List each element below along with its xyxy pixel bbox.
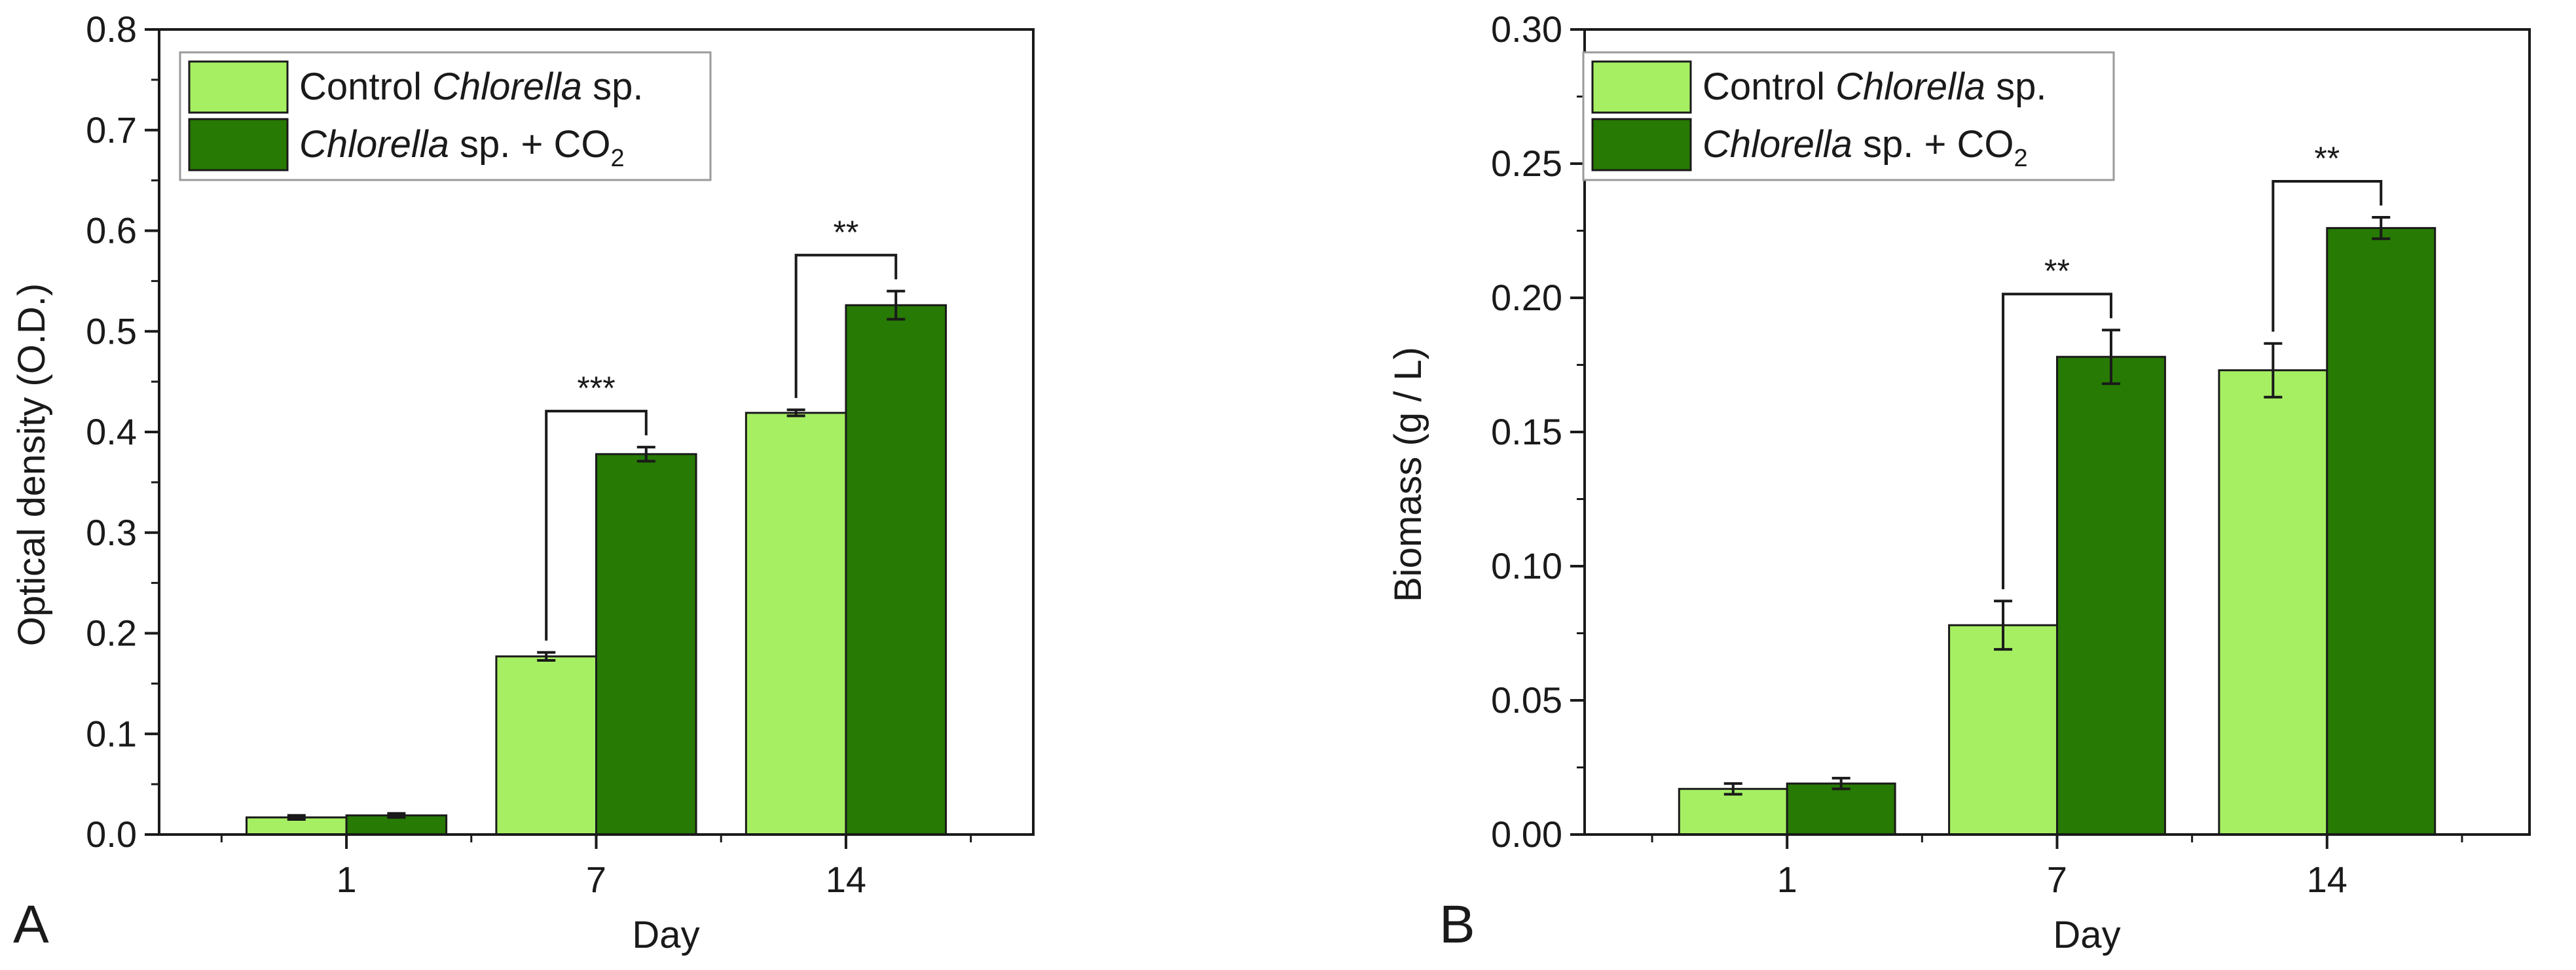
- y-tick-label: 0.8: [86, 9, 137, 50]
- y-tick-label: 0.30: [1491, 9, 1562, 50]
- significance-label: **: [833, 214, 858, 251]
- y-axis-label-a: Optical density (O.D.): [10, 283, 53, 646]
- legend-label-co2-a: Chlorella sp. + CO2: [299, 123, 625, 172]
- x-tick-label: 1: [336, 859, 356, 900]
- x-axis-label-b: Day: [2053, 914, 2120, 956]
- x-tick-label: 7: [2047, 859, 2067, 900]
- significance-bracket: [2272, 180, 2383, 332]
- legend-label-control-b: Control Chlorella sp.: [1702, 65, 2046, 108]
- significance-label: **: [2314, 140, 2340, 177]
- y-tick-label: 0.6: [86, 210, 137, 251]
- bar-co2-day-7: [595, 453, 697, 836]
- bar-control-day-1: [1678, 787, 1788, 836]
- legend-label-control-a: Control Chlorella sp.: [299, 65, 643, 108]
- y-tick-label: 0.05: [1491, 679, 1562, 721]
- legend-swatch-control-a: [188, 60, 289, 114]
- bars-b: [1678, 216, 2437, 836]
- legend-swatch-co2-b: [1591, 118, 1692, 171]
- bar-co2-day-14: [845, 304, 948, 836]
- y-tick-label: 0.7: [86, 109, 137, 151]
- y-tick-label: 0.25: [1491, 143, 1562, 184]
- legend-label-co2-b: Chlorella sp. + CO2: [1702, 123, 2028, 172]
- significance-bracket: [545, 410, 648, 641]
- x-tick-label: 14: [826, 859, 866, 900]
- bars-a: [246, 289, 948, 836]
- legend-swatch-co2-a: [188, 118, 289, 171]
- panel-b: B Biomass (g / L) Day 0.000.050.100.150.…: [1387, 9, 2531, 956]
- x-axis-label-a: Day: [632, 914, 699, 956]
- bar-control-day-7: [1948, 624, 2058, 836]
- y-tick-label: 0.5: [86, 310, 137, 351]
- y-tick-label: 0.4: [86, 411, 137, 452]
- legend-b: Control Chlorella sp. Chlorella sp. + CO…: [1582, 51, 2115, 181]
- significance-label: ***: [577, 370, 615, 406]
- legend-swatch-control-b: [1591, 60, 1692, 114]
- bar-control-day-14: [2218, 369, 2328, 836]
- y-tick-label: 0.0: [86, 814, 137, 855]
- panel-label-b: B: [1439, 895, 1475, 954]
- y-axis-ticks-b: 0.00 0.05 0.10 0.15 0.20 0.25 0.30 1 7 14: [1491, 9, 2463, 900]
- plot-frame-b: [1583, 28, 2531, 836]
- bar-co2-day-7: [2056, 355, 2166, 836]
- bar-co2-day-14: [2326, 226, 2437, 836]
- y-tick-label: 0.10: [1491, 545, 1562, 586]
- y-axis-label-b: Biomass (g / L): [1387, 347, 1429, 602]
- y-tick-label: 0.1: [86, 713, 137, 754]
- bar-co2-day-1: [1786, 782, 1896, 836]
- y-tick-label: 0.2: [86, 613, 137, 654]
- x-tick-label: 14: [2307, 859, 2347, 900]
- significance-brackets-a: *****: [545, 214, 898, 641]
- bar-control-day-14: [745, 412, 847, 836]
- panel-label-a: A: [13, 895, 49, 954]
- panel-a: A Optical density (O.D.) Day 0.00.10.20.…: [10, 9, 1035, 956]
- x-tick-label: 1: [1777, 859, 1797, 900]
- plot-frame-a: [158, 28, 1035, 836]
- y-tick-label: 0.00: [1491, 814, 1562, 855]
- significance-bracket: [2002, 293, 2112, 590]
- significance-bracket: [794, 253, 898, 399]
- x-tick-label: 7: [586, 859, 606, 900]
- legend-a: Control Chlorella sp. Chlorella sp. + CO…: [179, 51, 712, 181]
- y-tick-label: 0.20: [1491, 277, 1562, 318]
- y-axis-ticks-a: 0.0 0.1 0.2 0.3 0.4 0.5 0.6 0.7 0.8 1 7 14: [86, 9, 972, 900]
- y-tick-label: 0.3: [86, 512, 137, 553]
- y-tick-label: 0.15: [1491, 411, 1562, 452]
- significance-label: **: [2044, 253, 2070, 289]
- bar-control-day-7: [495, 655, 598, 836]
- significance-brackets-b: ** **: [2002, 140, 2383, 590]
